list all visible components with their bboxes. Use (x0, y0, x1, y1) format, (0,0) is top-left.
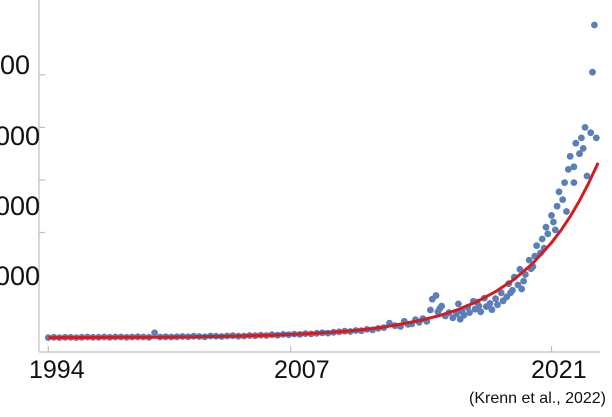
y-tick-marks (39, 74, 45, 234)
data-point (591, 21, 598, 29)
data-point (563, 208, 570, 215)
fit-curve (48, 162, 600, 340)
data-point (507, 289, 514, 297)
x-tick-marks (47, 346, 553, 352)
data-point (44, 334, 52, 341)
data-point (559, 196, 567, 204)
data-points (44, 21, 600, 341)
x-tick-label-1994: 1994 (29, 356, 85, 384)
data-point (477, 308, 485, 316)
data-point (436, 305, 444, 313)
data-point (486, 300, 494, 307)
data-point (581, 124, 589, 131)
y-tick-label-3: 000 (0, 193, 40, 220)
data-point (583, 172, 591, 180)
data-point (564, 166, 572, 173)
data-point (518, 285, 526, 293)
data-point (497, 289, 505, 297)
data-point (551, 226, 559, 234)
data-point (466, 309, 473, 316)
data-point (455, 300, 462, 308)
data-point (520, 277, 527, 285)
data-point (570, 163, 578, 171)
data-point (525, 256, 533, 264)
data-point (456, 315, 464, 323)
x-tick-label-2007: 2007 (274, 356, 330, 384)
y-tick-label-1: 00 (0, 52, 31, 79)
citation-caption: (Krenn et al., 2022) (469, 390, 606, 407)
data-point (453, 310, 460, 318)
data-point (550, 218, 557, 226)
data-point (553, 202, 561, 210)
data-point (548, 212, 555, 219)
data-point (587, 129, 595, 137)
data-point (578, 134, 585, 142)
data-point (570, 179, 578, 187)
data-point (492, 295, 499, 303)
data-point (538, 235, 546, 243)
data-point (542, 223, 550, 231)
data-point (566, 152, 574, 160)
data-point (427, 306, 434, 314)
data-point (151, 329, 159, 337)
data-point (589, 68, 596, 76)
data-point (432, 292, 440, 299)
data-point (572, 139, 580, 147)
data-point (592, 134, 600, 142)
data-point (544, 230, 552, 238)
data-point (561, 179, 568, 187)
y-tick-label-2: 000 (0, 123, 40, 150)
data-point (576, 150, 583, 158)
y-tick-label-4: 000 (0, 263, 40, 290)
data-point (488, 306, 496, 314)
data-point (555, 188, 563, 196)
x-tick-label-2021: 2021 (531, 356, 587, 384)
data-point (579, 145, 587, 152)
data-point (533, 242, 540, 250)
data-point (494, 301, 501, 309)
